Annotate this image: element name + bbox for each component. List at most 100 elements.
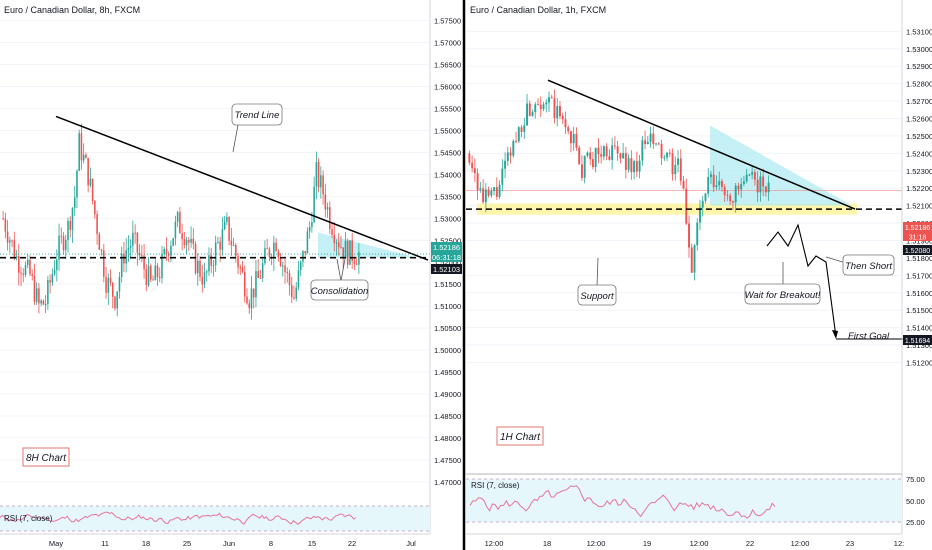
left-price-axis[interactable]: 1.57500 1.57000 1.56500 1.56000 1.55500 1.550…: [429, 0, 461, 534]
candle-body: [690, 247, 693, 273]
candle-body: [344, 240, 347, 259]
candle-body: [212, 265, 215, 267]
candle-body: [154, 265, 157, 281]
candle-body: [221, 229, 224, 250]
candle-body: [203, 272, 206, 285]
candle-body: [578, 147, 581, 165]
price-tick-label: 1.52400: [906, 149, 932, 158]
candle-body: [136, 232, 139, 253]
candle-body: [594, 147, 597, 167]
candle-body: [103, 250, 105, 277]
candle-body: [718, 181, 721, 186]
candle-body: [580, 164, 583, 178]
candle-body: [304, 251, 306, 254]
candle-body: [147, 265, 150, 286]
candle-body: [264, 248, 266, 264]
candle-body: [266, 248, 268, 250]
candle-body: [44, 304, 47, 306]
candle-body: [226, 216, 228, 222]
candle-body: [69, 220, 72, 230]
candle-body: [22, 273, 25, 275]
time-tick-label: 12:00: [791, 539, 810, 548]
rsi-tick-75: 75.00: [906, 475, 925, 484]
candle-body: [17, 256, 20, 273]
candle-body: [100, 249, 103, 251]
candle-body: [158, 277, 161, 279]
candle-body: [129, 245, 132, 248]
candle-body: [638, 160, 641, 172]
candle-body: [257, 271, 259, 278]
price-tick-label: 1.52300: [906, 167, 932, 176]
candle-body: [655, 143, 658, 145]
price-tick-label: 1.51700: [906, 271, 932, 280]
time-tick-label: 18: [142, 539, 150, 548]
candle-body: [80, 133, 83, 161]
left-chart-panel[interactable]: Euro / Canadian Dollar, 8h, FXCM Trend L…: [0, 0, 462, 550]
time-tick-label: 15: [308, 539, 316, 548]
candle-body: [82, 154, 85, 161]
candle-body: [677, 158, 679, 165]
candle-body: [125, 250, 127, 264]
candle-body: [51, 274, 54, 283]
candle-body: [196, 260, 199, 274]
right-chart-panel[interactable]: Euro / Canadian Dollar, 1h, FXCM Support…: [466, 0, 932, 548]
right-grid: [466, 30, 902, 363]
candle-body: [509, 152, 512, 156]
candle-body: [20, 272, 22, 274]
price-tick-label: 1.52200: [906, 184, 932, 193]
candle-body: [589, 152, 592, 160]
candle-body: [550, 97, 553, 99]
candle-body: [512, 140, 515, 156]
candle-body: [762, 176, 765, 187]
left-level-tag: 1.52103: [433, 265, 460, 274]
projected-path: [766, 223, 837, 338]
candle-body: [181, 233, 183, 240]
candle-body: [152, 279, 154, 281]
candle-body: [29, 259, 31, 275]
time-tick-label: May: [49, 539, 63, 548]
price-tick-label: 1.49000: [434, 390, 461, 399]
candle-body: [767, 182, 770, 193]
right-time-axis[interactable]: 12:00 18 12:00 19 12:00 22 12:00 23 12:: [485, 539, 905, 548]
left-time-axis[interactable]: May 11 18 25 Jun 8 15 22 Jul: [49, 539, 416, 548]
candle-body: [583, 155, 586, 178]
candle-body: [297, 270, 300, 288]
candle-body: [313, 186, 315, 223]
candle-body: [53, 270, 56, 275]
candle-body: [134, 232, 136, 234]
candle-body: [320, 175, 322, 188]
candle-body: [132, 232, 134, 246]
time-tick-label: 12:00: [485, 539, 504, 548]
candle-body: [734, 185, 737, 203]
candle-body: [649, 133, 652, 142]
svg-text:1H Chart: 1H Chart: [500, 432, 541, 443]
right-level-tag: 1.52080: [905, 248, 930, 255]
candle-body: [567, 127, 570, 132]
candle-body: [40, 300, 42, 304]
candle-body: [107, 277, 110, 293]
candle-body: [753, 172, 756, 180]
candle-body: [295, 287, 298, 299]
time-tick-label: 25: [183, 539, 191, 548]
price-tick-label: 1.53000: [434, 214, 461, 223]
left-rsi-pane: RSI (7, close): [0, 505, 430, 532]
price-tick-label: 1.52700: [906, 97, 932, 106]
candle-body: [652, 133, 655, 144]
time-tick-label: 12:00: [587, 539, 606, 548]
candle-body: [482, 188, 485, 203]
candle-body: [679, 158, 682, 181]
price-tick-label: 1.55500: [434, 104, 461, 113]
candle-body: [515, 140, 518, 142]
right-price-axis[interactable]: 1.53100 1.53000 1.52900 1.52800 1.52700 1.526…: [901, 0, 932, 534]
price-tick-label: 1.57500: [434, 17, 461, 26]
price-tick-label: 1.48500: [434, 412, 461, 421]
candle-body: [141, 255, 143, 257]
candle-body: [9, 240, 11, 243]
right-countdown-tag: 31:18: [909, 235, 927, 242]
price-tick-label: 1.47500: [434, 456, 461, 465]
candle-body: [78, 133, 80, 171]
candle-body: [737, 185, 740, 190]
candle-body: [116, 291, 119, 309]
candle-body: [4, 218, 7, 232]
candle-body: [468, 153, 471, 163]
